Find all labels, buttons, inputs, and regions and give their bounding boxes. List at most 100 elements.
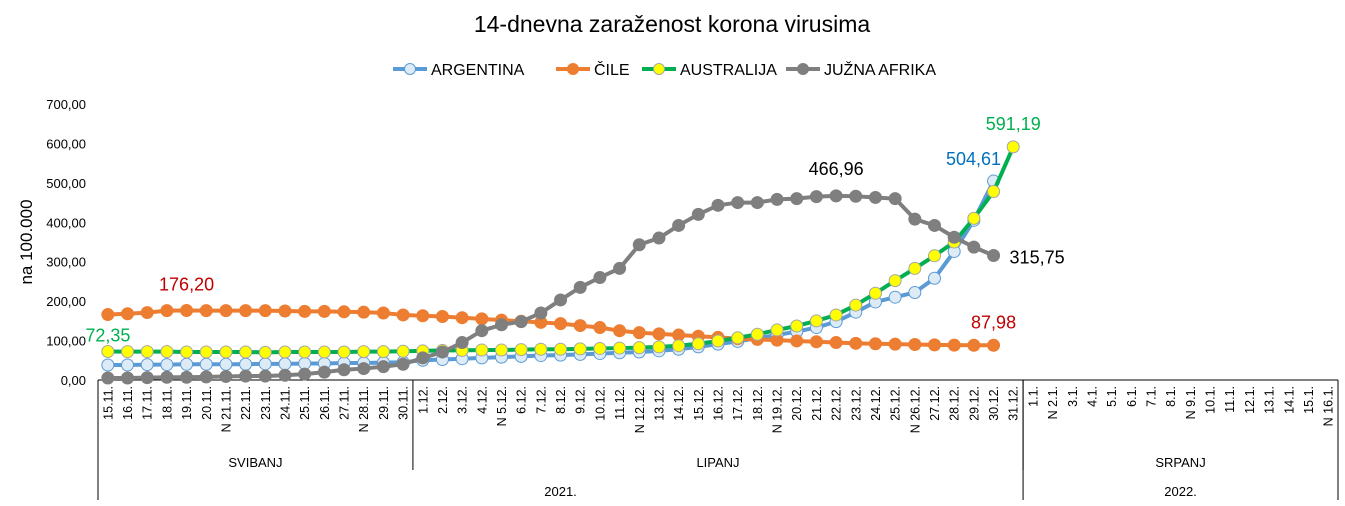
x-tick-label: 26.11. — [318, 386, 332, 420]
data-point — [160, 358, 174, 372]
chart-title: 14-dnevna zaraženost korona virusima — [474, 11, 871, 37]
data-point — [514, 343, 528, 357]
data-point — [160, 345, 174, 359]
data-point — [731, 196, 745, 210]
data-point — [357, 305, 371, 319]
data-point — [298, 304, 312, 318]
x-tick-label: 8.12. — [554, 386, 568, 414]
data-point — [514, 315, 528, 329]
x-tick-label: 31.12. — [1007, 386, 1021, 421]
data-point — [908, 261, 922, 275]
x-tick-label: N 21.11. — [219, 386, 233, 432]
data-point — [455, 311, 469, 325]
data-label: 504,61 — [946, 149, 1001, 169]
x-tick-label: 1.1. — [1026, 386, 1040, 407]
data-point — [180, 345, 194, 359]
data-point — [199, 357, 213, 371]
x-tick-label: 3.12. — [456, 386, 470, 414]
data-point — [534, 342, 548, 356]
year-group-label: 2022. — [1164, 484, 1197, 499]
data-point — [790, 319, 804, 333]
data-point — [121, 371, 135, 385]
data-label: 466,96 — [809, 159, 864, 179]
x-tick-label: 11.12. — [613, 386, 627, 420]
data-point — [790, 192, 804, 206]
x-tick-label: 18.11. — [160, 386, 174, 420]
x-tick-label: 4.1. — [1085, 386, 1099, 407]
x-tick-label: 10.12. — [593, 386, 607, 421]
data-point — [337, 345, 351, 359]
data-point — [613, 341, 627, 355]
data-point — [829, 308, 843, 322]
data-point — [868, 337, 882, 351]
x-tick-label: 3.1. — [1066, 386, 1080, 407]
data-point — [928, 271, 942, 285]
data-point — [573, 319, 587, 333]
x-tick-label: 15.11. — [101, 386, 115, 420]
data-point — [790, 334, 804, 348]
data-point — [160, 304, 174, 318]
legend-item: ARGENTINA — [393, 62, 525, 79]
data-point — [278, 368, 292, 382]
x-tick-label: 27.12. — [928, 386, 942, 421]
data-point — [199, 304, 213, 318]
data-point — [180, 370, 194, 384]
data-point — [573, 280, 587, 294]
x-tick-label: 28.12. — [948, 386, 962, 421]
data-point — [770, 192, 784, 206]
data-point — [121, 345, 135, 359]
data-point — [376, 360, 390, 374]
x-tick-label: 24.11. — [278, 386, 292, 420]
data-label: 72,35 — [85, 325, 130, 345]
legend-item: ČILE — [556, 60, 630, 79]
data-point — [258, 369, 272, 383]
data-point — [888, 192, 902, 206]
data-point — [121, 358, 135, 372]
data-point — [829, 336, 843, 350]
data-point — [613, 261, 627, 275]
y-tick-label: 500,00 — [46, 176, 86, 191]
data-point — [632, 238, 646, 252]
data-point — [239, 345, 253, 359]
data-point — [337, 305, 351, 319]
x-tick-label: 24.12. — [869, 386, 883, 421]
series — [101, 189, 1001, 385]
x-tick-label: 29.11. — [377, 386, 391, 420]
legend-label: ČILE — [594, 60, 630, 79]
data-point — [928, 218, 942, 232]
series — [101, 304, 1001, 352]
data-point — [219, 304, 233, 318]
data-point — [258, 345, 272, 359]
x-tick-label: 14.12. — [672, 386, 686, 421]
data-point — [140, 306, 154, 320]
data-point — [731, 331, 745, 345]
x-tick-label: 6.1. — [1125, 386, 1139, 407]
x-tick-label: 20.12. — [790, 386, 804, 421]
data-label: 315,75 — [1010, 248, 1065, 268]
x-tick-label: N 5.12. — [495, 386, 509, 426]
y-tick-label: 600,00 — [46, 136, 86, 151]
x-tick-label: 17.12. — [731, 386, 745, 421]
data-point — [750, 327, 764, 341]
data-point — [199, 345, 213, 359]
x-tick-label: 21.12. — [810, 386, 824, 421]
data-point — [868, 286, 882, 300]
x-tick-label: 16.11. — [121, 386, 135, 420]
data-point — [258, 357, 272, 371]
x-tick-label: 23.11. — [259, 386, 273, 420]
data-point — [317, 345, 331, 359]
data-point — [888, 290, 902, 304]
data-point — [1006, 140, 1020, 154]
data-point — [337, 363, 351, 377]
data-point — [987, 338, 1001, 352]
data-point — [888, 274, 902, 288]
data-point — [554, 293, 568, 307]
legend-marker — [404, 63, 416, 75]
series-line — [107, 193, 995, 381]
x-tick-label: N 9.1. — [1184, 386, 1198, 419]
x-tick-label: 10.1. — [1204, 386, 1218, 414]
x-tick-label: N 19.12. — [771, 386, 785, 433]
data-point — [593, 341, 607, 355]
legend-label: JUŽNA AFRIKA — [824, 60, 936, 79]
data-point — [101, 371, 115, 385]
